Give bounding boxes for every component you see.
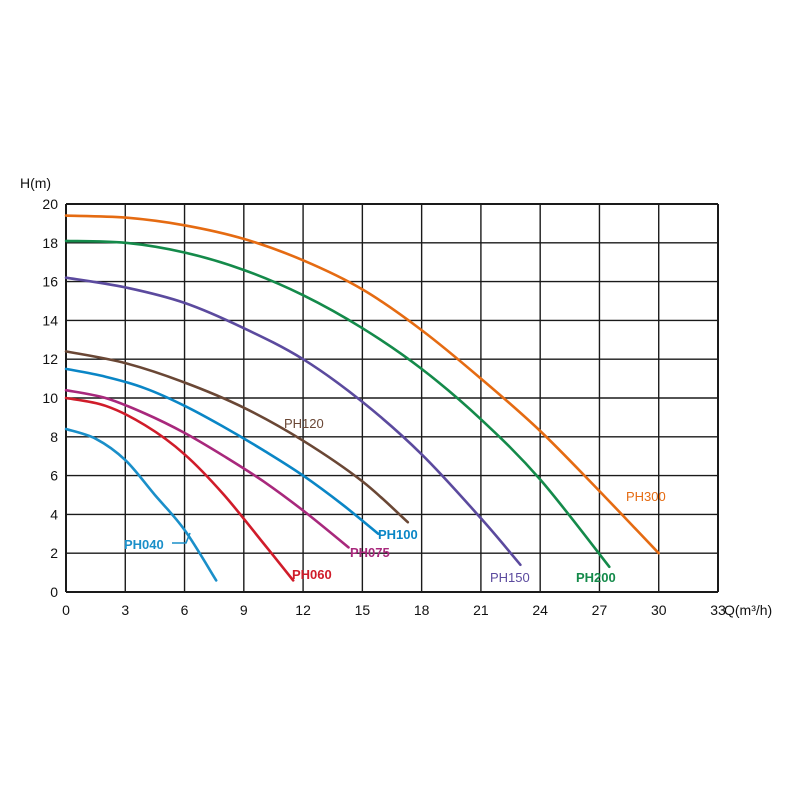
x-tick-label: 18	[414, 602, 430, 618]
y-tick-label: 4	[50, 506, 58, 522]
x-tick-label: 30	[651, 602, 667, 618]
x-tick-label: 0	[62, 602, 70, 618]
curve-label-ph040: PH040	[124, 537, 164, 552]
curve-labels: PH040 PH060 PH075 PH100 PH120 PH150 PH200 PH300	[124, 416, 666, 585]
x-tick-label: 33	[710, 602, 726, 618]
curve-ph060	[64, 396, 295, 582]
curve-label-ph120: PH120	[284, 416, 324, 431]
y-tick-label: 20	[42, 196, 58, 212]
curve-ph075	[64, 388, 350, 549]
curve-ph150	[64, 276, 522, 567]
y-tick-label: 18	[42, 235, 58, 251]
y-tick-label: 6	[50, 468, 58, 484]
curves	[64, 214, 660, 582]
x-tick-label: 9	[240, 602, 248, 618]
y-tick-label: 0	[50, 584, 58, 600]
curve-ph040	[64, 427, 218, 582]
curve-label-ph100: PH100	[378, 527, 418, 542]
curve-ph100	[64, 367, 380, 536]
x-tick-label: 27	[592, 602, 608, 618]
y-tick-label: 2	[50, 545, 58, 561]
x-tick-label: 24	[532, 602, 548, 618]
y-tick-label: 12	[42, 351, 58, 367]
curve-label-ph300: PH300	[626, 489, 666, 504]
curve-label-ph150: PH150	[490, 570, 530, 585]
x-axis-label: Q(m³/h)	[724, 602, 772, 618]
curve-label-ph060: PH060	[292, 567, 332, 582]
x-tick-label: 6	[181, 602, 189, 618]
y-tick-label: 8	[50, 429, 58, 445]
x-tick-label: 21	[473, 602, 489, 618]
x-tick-label: 12	[295, 602, 311, 618]
x-tick-label: 3	[121, 602, 129, 618]
curve-label-ph075: PH075	[350, 545, 390, 560]
curve-ph300	[64, 214, 660, 555]
y-tick-label: 16	[42, 274, 58, 290]
y-tick-label: 14	[42, 312, 58, 328]
curve-ph120	[64, 350, 410, 524]
y-tick-label: 10	[42, 390, 58, 406]
curve-ph200	[64, 239, 611, 569]
y-axis-label: H(m)	[20, 175, 51, 191]
x-tick-label: 15	[355, 602, 371, 618]
curve-label-leader-line	[172, 532, 191, 544]
curve-label-ph200: PH200	[576, 570, 616, 585]
grid	[65, 203, 719, 593]
